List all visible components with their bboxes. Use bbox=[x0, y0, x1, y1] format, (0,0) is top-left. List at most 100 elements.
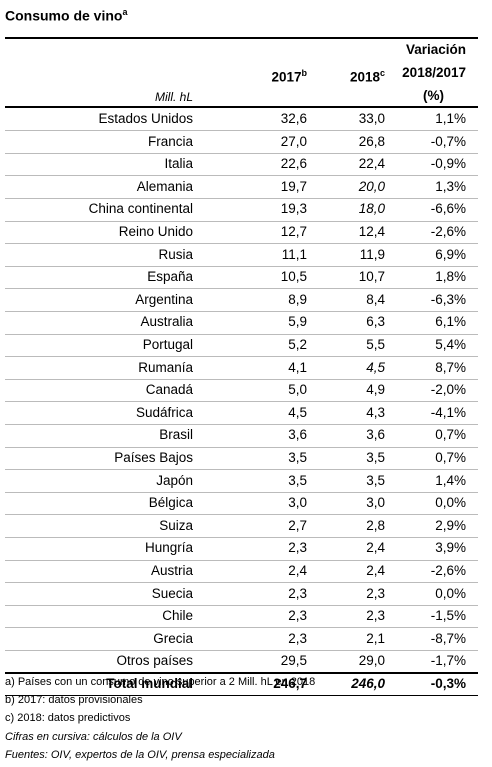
cell: 2,3 bbox=[288, 608, 307, 624]
cell: 19,7 bbox=[280, 178, 307, 194]
header: 2017b bbox=[271, 68, 307, 85]
cell: Canadá bbox=[145, 382, 193, 398]
cell: 10,7 bbox=[358, 269, 385, 285]
footnote: Cifras en cursiva: cálculos de la OIV bbox=[5, 731, 182, 743]
cell: 1,8% bbox=[435, 269, 466, 285]
cell: Países Bajos bbox=[114, 450, 193, 465]
cell: 6,3 bbox=[366, 314, 385, 330]
cell: 1,4% bbox=[435, 472, 466, 488]
cell: 2,4 bbox=[366, 563, 385, 578]
row-line bbox=[5, 559, 478, 561]
cell: 3,5 bbox=[366, 450, 385, 465]
cell: 4,3 bbox=[366, 404, 385, 420]
row-line bbox=[5, 582, 478, 584]
cell: Suiza bbox=[159, 517, 193, 533]
row-line bbox=[5, 265, 478, 267]
cell: 29,0 bbox=[358, 653, 385, 669]
header: Variación bbox=[405, 42, 466, 57]
cell: 0,0% bbox=[435, 495, 466, 511]
cell: 3,5 bbox=[288, 472, 307, 488]
cell: 0,0% bbox=[435, 585, 466, 601]
row-line bbox=[5, 310, 478, 312]
cell: 32,6 bbox=[280, 111, 307, 126]
cell: 3,0 bbox=[366, 495, 385, 511]
cell: España bbox=[147, 269, 193, 285]
cell: 246,0 bbox=[351, 676, 385, 691]
cell: 8,7% bbox=[435, 359, 466, 375]
cell: 22,4 bbox=[358, 156, 385, 172]
cell: Rumanía bbox=[138, 359, 193, 375]
row-line bbox=[5, 604, 478, 606]
row-line bbox=[5, 514, 478, 516]
cell: 2,4 bbox=[366, 540, 385, 556]
cell: 3,0 bbox=[288, 495, 307, 511]
row-line bbox=[5, 197, 478, 199]
cell: Grecia bbox=[153, 630, 193, 646]
cell: -0,3% bbox=[430, 676, 466, 691]
cell: 27,0 bbox=[280, 133, 307, 149]
cell: 5,2 bbox=[288, 337, 307, 352]
header: (%) bbox=[423, 88, 444, 103]
cell: 0,7% bbox=[435, 450, 466, 465]
cell: 2,9% bbox=[435, 517, 466, 533]
cell: 2,3 bbox=[366, 608, 385, 624]
cell: Italia bbox=[164, 156, 193, 172]
cell: 10,5 bbox=[280, 269, 307, 285]
cell: 2,7 bbox=[288, 517, 307, 533]
row-line bbox=[5, 333, 478, 335]
cell: 3,5 bbox=[366, 472, 385, 488]
cell: 0,7% bbox=[435, 427, 466, 443]
row-line bbox=[5, 243, 478, 245]
cell: 8,4 bbox=[366, 291, 385, 307]
row-line bbox=[5, 536, 478, 538]
cell: 2,1 bbox=[366, 630, 385, 646]
cell: 5,9 bbox=[288, 314, 307, 330]
cell: 4,5 bbox=[288, 404, 307, 420]
row-line bbox=[5, 378, 478, 380]
cell: -1,7% bbox=[430, 653, 466, 669]
cell: -6,3% bbox=[430, 291, 466, 307]
cell: 2,8 bbox=[366, 517, 385, 533]
cell: 29,5 bbox=[280, 653, 307, 669]
cell: -4,1% bbox=[430, 404, 466, 420]
rule bbox=[5, 672, 478, 674]
cell: 2,3 bbox=[288, 585, 307, 601]
cell: Rusia bbox=[158, 246, 193, 262]
cell: 1,1% bbox=[435, 111, 466, 126]
row-line bbox=[5, 401, 478, 403]
cell: -2,6% bbox=[430, 224, 466, 239]
cell: Sudáfrica bbox=[135, 404, 193, 420]
cell: Australia bbox=[140, 314, 193, 330]
cell: 18,0 bbox=[358, 201, 385, 217]
header: 2018c bbox=[349, 68, 385, 85]
cell: 3,9% bbox=[435, 540, 466, 556]
row-line bbox=[5, 423, 478, 425]
cell: 2,3 bbox=[288, 630, 307, 646]
cell: 12,7 bbox=[280, 224, 307, 239]
row-line bbox=[5, 220, 478, 222]
cell: Japón bbox=[156, 472, 193, 488]
cell: 4,1 bbox=[288, 359, 307, 375]
cell: Reino Unido bbox=[118, 224, 193, 239]
cell: 11,9 bbox=[359, 246, 385, 262]
cell: 8,9 bbox=[288, 291, 307, 307]
rule bbox=[5, 106, 478, 108]
cell: 3,6 bbox=[288, 427, 307, 443]
cell: Bélgica bbox=[148, 495, 193, 511]
cell: 4,5 bbox=[366, 359, 385, 375]
cell: China continental bbox=[88, 201, 193, 217]
cell: Chile bbox=[162, 608, 193, 624]
cell: Francia bbox=[147, 133, 193, 149]
footnote: b) 2017: datos provisionales bbox=[5, 694, 143, 706]
cell: -2,0% bbox=[430, 382, 466, 398]
unit: Mill. hL bbox=[154, 90, 193, 104]
cell: Estados Unidos bbox=[98, 111, 193, 126]
row-line bbox=[5, 356, 478, 358]
cell: 3,5 bbox=[288, 450, 307, 465]
row-line bbox=[5, 152, 478, 154]
cell: 6,1% bbox=[435, 314, 466, 330]
cell: 6,9% bbox=[435, 246, 466, 262]
cell: 2,3 bbox=[366, 585, 385, 601]
header: 2018/2017 bbox=[402, 65, 466, 80]
